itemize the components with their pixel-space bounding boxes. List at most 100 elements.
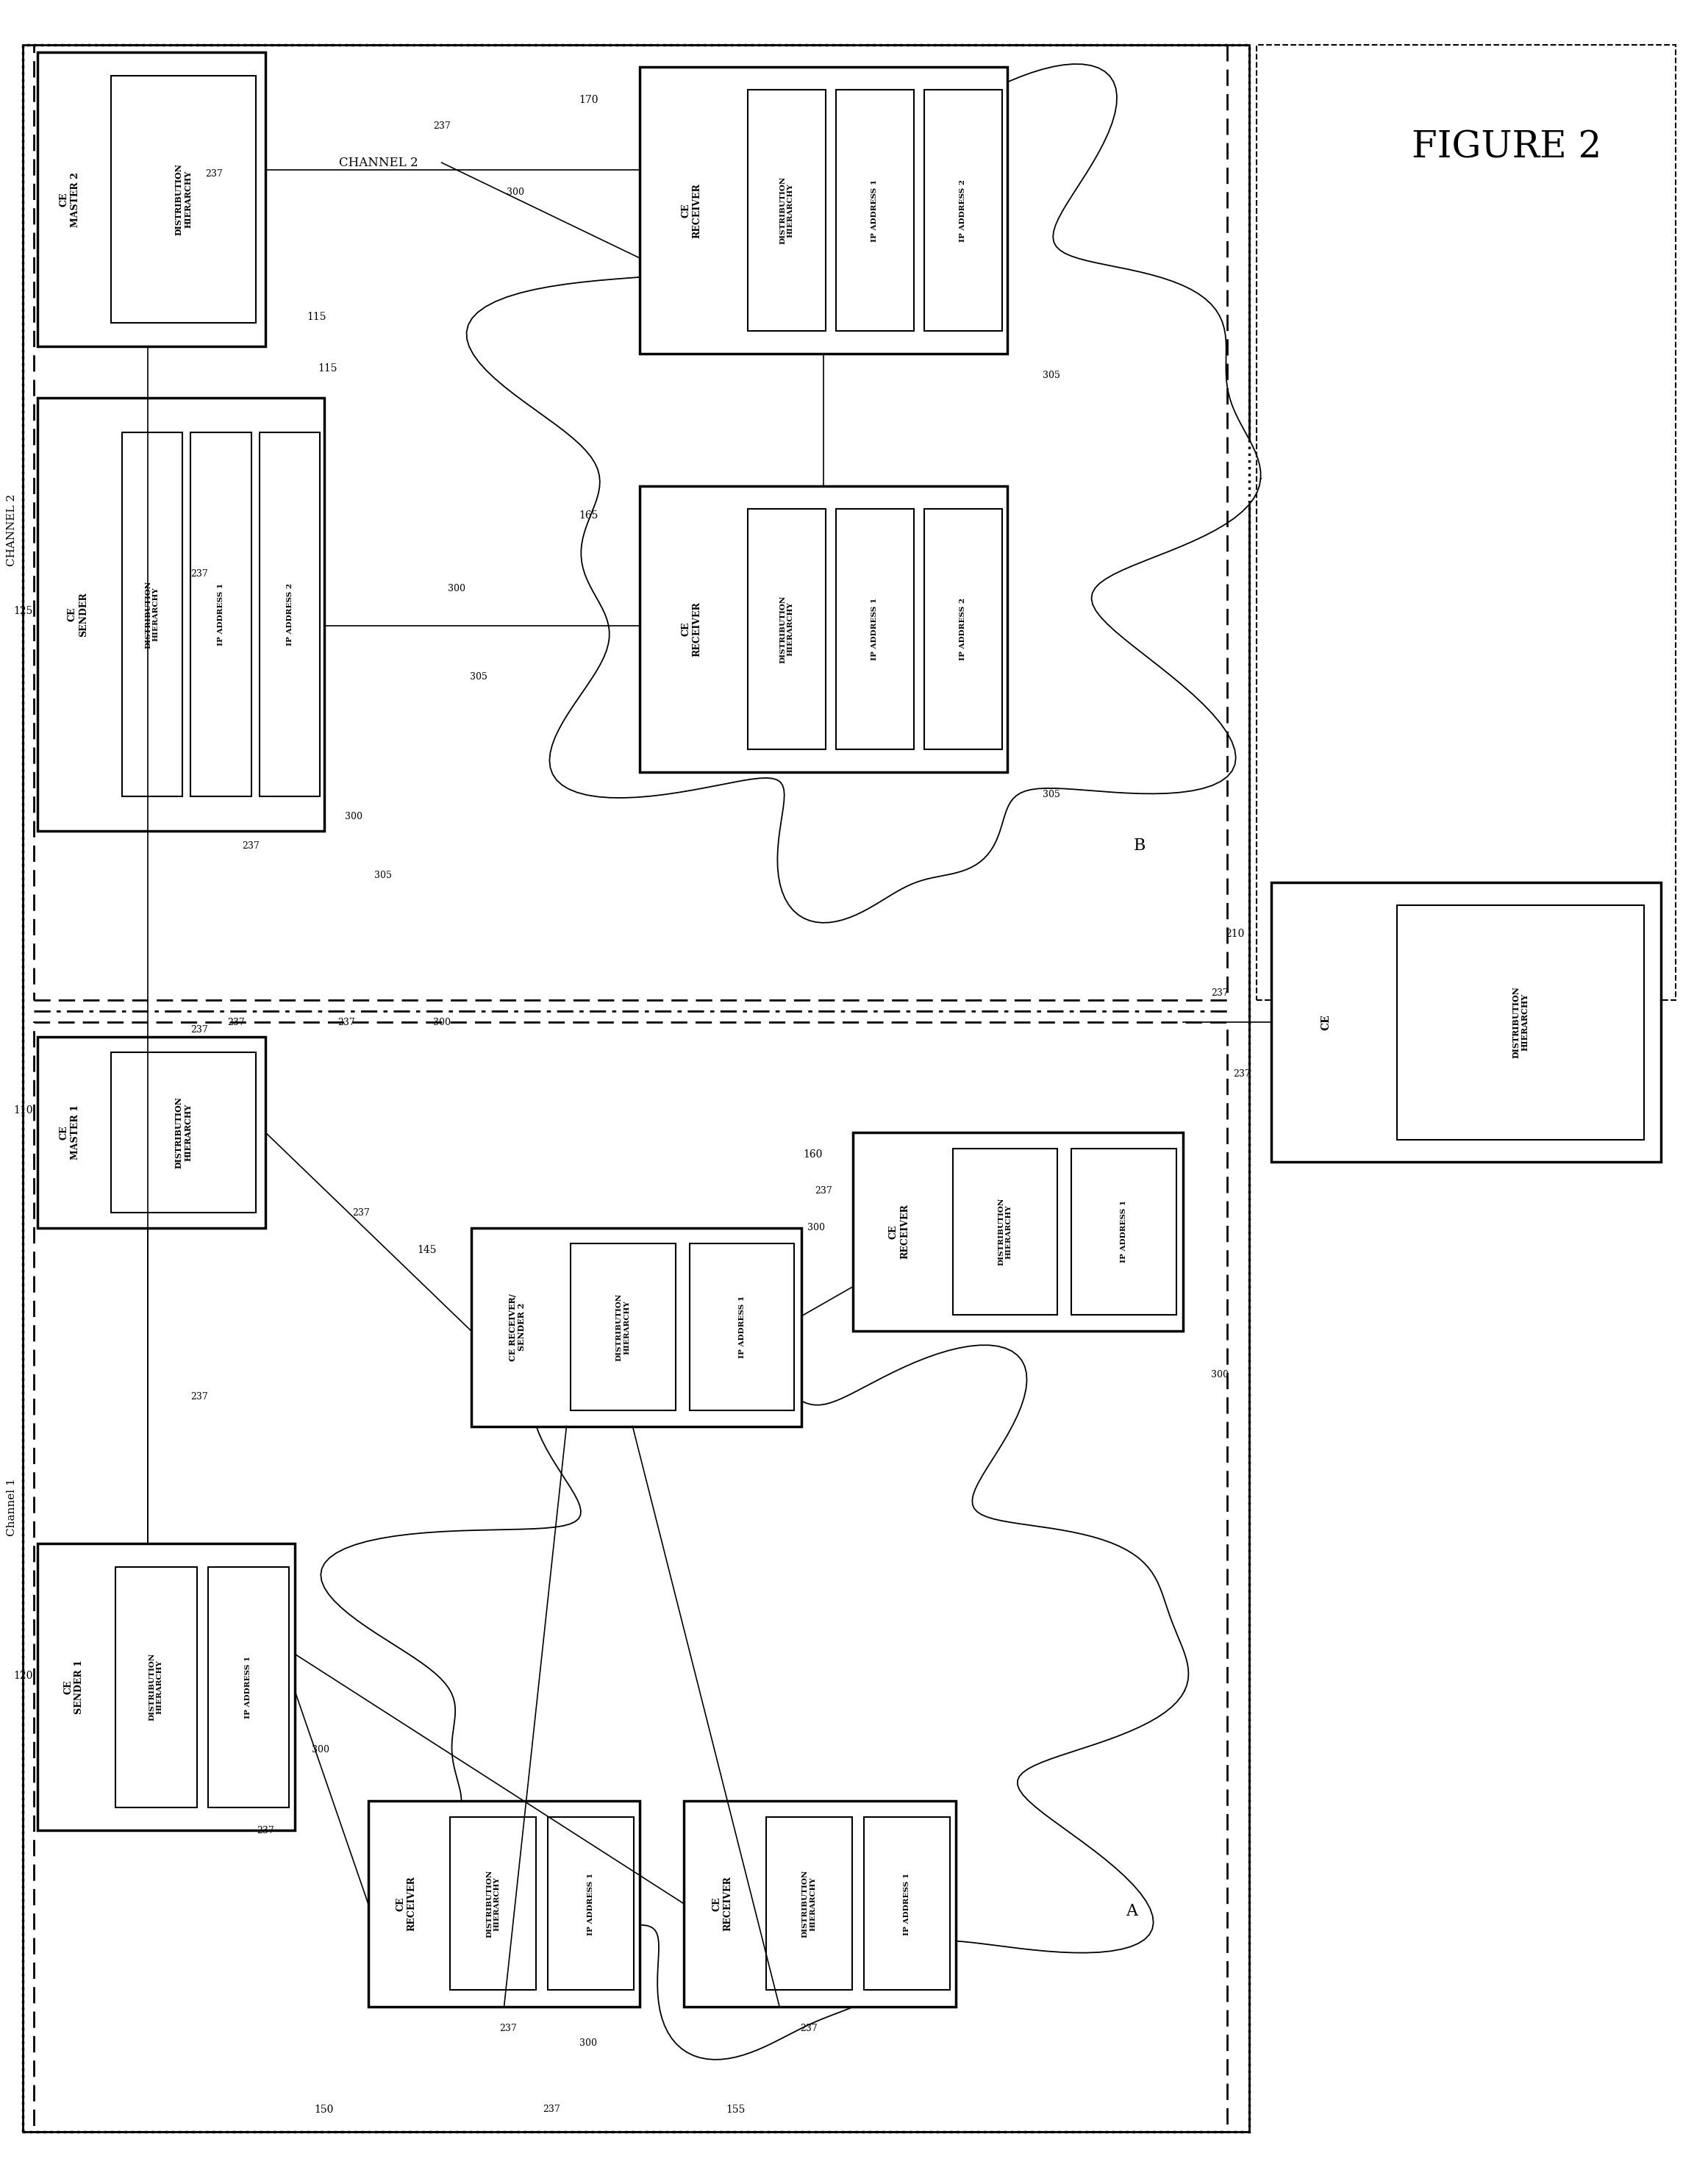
Text: FIGURE 2: FIGURE 2 xyxy=(1411,130,1602,167)
Bar xyxy=(38,52,265,347)
Text: 237: 237 xyxy=(1211,987,1228,998)
Text: 237: 237 xyxy=(352,1209,369,1217)
Bar xyxy=(837,91,914,330)
Text: CE
RECEIVER: CE RECEIVER xyxy=(681,601,702,658)
Text: 237: 237 xyxy=(543,2105,560,2114)
Bar xyxy=(38,397,325,831)
Text: 305: 305 xyxy=(470,673,487,681)
Text: CE
RECEIVER: CE RECEIVER xyxy=(712,1877,733,1931)
Bar xyxy=(34,1022,1228,2131)
Text: CE RECEIVER/
SENDER 2: CE RECEIVER/ SENDER 2 xyxy=(509,1293,526,1361)
Text: 120: 120 xyxy=(14,1671,32,1682)
Bar xyxy=(34,46,1228,1000)
Text: CE
MASTER 1: CE MASTER 1 xyxy=(60,1105,80,1161)
Text: 300: 300 xyxy=(1211,1369,1230,1380)
Text: 305: 305 xyxy=(374,870,391,881)
Text: 237: 237 xyxy=(432,122,451,130)
Text: 305: 305 xyxy=(1042,371,1061,380)
Text: DISTRIBUTION
HIERARCHY: DISTRIBUTION HIERARCHY xyxy=(779,595,794,664)
Bar xyxy=(640,67,1008,354)
Bar xyxy=(570,1243,675,1410)
Polygon shape xyxy=(321,1345,1189,2059)
Text: 165: 165 xyxy=(579,510,598,521)
Text: CE
SENDER 1: CE SENDER 1 xyxy=(63,1660,84,1714)
Text: CE
MASTER 2: CE MASTER 2 xyxy=(60,171,80,228)
Text: IP ADDRESS 1: IP ADDRESS 1 xyxy=(246,1656,251,1719)
Bar xyxy=(765,1816,852,1990)
Bar xyxy=(451,1816,536,1990)
Bar xyxy=(690,1243,794,1410)
Bar xyxy=(748,508,825,749)
Text: 210: 210 xyxy=(1225,929,1245,940)
Bar xyxy=(953,1148,1057,1315)
Text: 237: 237 xyxy=(499,2025,516,2033)
Bar xyxy=(22,46,1250,2131)
Text: 300: 300 xyxy=(506,187,524,197)
Bar xyxy=(369,1801,640,2007)
Text: Channel 1: Channel 1 xyxy=(7,1478,17,1536)
Text: 237: 237 xyxy=(191,569,208,579)
Text: DISTRIBUTION
HIERARCHY: DISTRIBUTION HIERARCHY xyxy=(487,1871,500,1938)
Text: 237: 237 xyxy=(338,1018,355,1026)
Text: 237: 237 xyxy=(799,2025,818,2033)
Bar xyxy=(114,1567,196,1808)
Text: IP ADDRESS 1: IP ADDRESS 1 xyxy=(904,1873,910,1936)
Bar xyxy=(852,1133,1184,1330)
Text: IP ADDRESS 1: IP ADDRESS 1 xyxy=(871,180,878,241)
Text: 155: 155 xyxy=(726,2105,745,2114)
Bar xyxy=(683,1801,956,2007)
Bar xyxy=(1071,1148,1177,1315)
Text: 115: 115 xyxy=(307,312,326,321)
Bar xyxy=(191,432,251,796)
Text: IP ADDRESS 1: IP ADDRESS 1 xyxy=(871,599,878,660)
Text: IP ADDRESS 1: IP ADDRESS 1 xyxy=(1120,1200,1127,1263)
Text: 125: 125 xyxy=(14,605,32,616)
Text: 237: 237 xyxy=(191,1393,208,1402)
Text: IP ADDRESS 1: IP ADDRESS 1 xyxy=(738,1295,745,1358)
Text: 300: 300 xyxy=(432,1018,451,1026)
Text: CHANNEL 2: CHANNEL 2 xyxy=(338,156,418,169)
Text: IP ADDRESS 1: IP ADDRESS 1 xyxy=(588,1873,594,1936)
Bar xyxy=(924,91,1003,330)
Bar xyxy=(548,1816,634,1990)
Text: 237: 237 xyxy=(256,1825,273,1836)
Bar xyxy=(864,1816,950,1990)
Bar xyxy=(208,1567,289,1808)
Text: 237: 237 xyxy=(205,169,222,178)
Bar xyxy=(1257,46,1676,1000)
Text: DISTRIBUTION
HIERARCHY: DISTRIBUTION HIERARCHY xyxy=(1512,985,1529,1059)
Text: DISTRIBUTION
HIERARCHY: DISTRIBUTION HIERARCHY xyxy=(174,163,193,234)
Text: 300: 300 xyxy=(579,2038,598,2048)
Text: DISTRIBUTION
HIERARCHY: DISTRIBUTION HIERARCHY xyxy=(997,1198,1013,1265)
Text: IP ADDRESS 2: IP ADDRESS 2 xyxy=(960,180,967,241)
Text: 237: 237 xyxy=(191,1024,208,1035)
Text: 170: 170 xyxy=(579,95,598,106)
Text: 305: 305 xyxy=(1042,790,1061,799)
Text: DISTRIBUTION
HIERARCHY: DISTRIBUTION HIERARCHY xyxy=(149,1654,162,1721)
Text: CE: CE xyxy=(1320,1013,1331,1031)
Text: 115: 115 xyxy=(318,362,338,373)
Bar xyxy=(260,432,319,796)
Text: 160: 160 xyxy=(803,1150,822,1159)
Text: IP ADDRESS 2: IP ADDRESS 2 xyxy=(287,584,294,647)
Text: 110: 110 xyxy=(14,1105,32,1115)
Bar xyxy=(924,508,1003,749)
Bar xyxy=(111,76,256,323)
Bar xyxy=(640,486,1008,773)
Bar xyxy=(38,1037,265,1228)
Bar xyxy=(471,1228,801,1426)
Text: 300: 300 xyxy=(311,1745,330,1753)
Text: DISTRIBUTION
HIERARCHY: DISTRIBUTION HIERARCHY xyxy=(779,176,794,245)
Bar xyxy=(38,1543,295,1829)
Text: 145: 145 xyxy=(417,1246,437,1254)
Text: 237: 237 xyxy=(227,1018,244,1026)
Text: IP ADDRESS 1: IP ADDRESS 1 xyxy=(217,584,224,647)
Polygon shape xyxy=(466,65,1261,922)
Bar xyxy=(748,91,825,330)
Text: 237: 237 xyxy=(815,1187,832,1196)
Text: CE
RECEIVER: CE RECEIVER xyxy=(681,182,702,239)
Text: DISTRIBUTION
HIERARCHY: DISTRIBUTION HIERARCHY xyxy=(801,1871,816,1938)
Text: 300: 300 xyxy=(345,812,362,820)
Text: A: A xyxy=(1126,1903,1138,1918)
Text: 237: 237 xyxy=(1233,1070,1250,1078)
